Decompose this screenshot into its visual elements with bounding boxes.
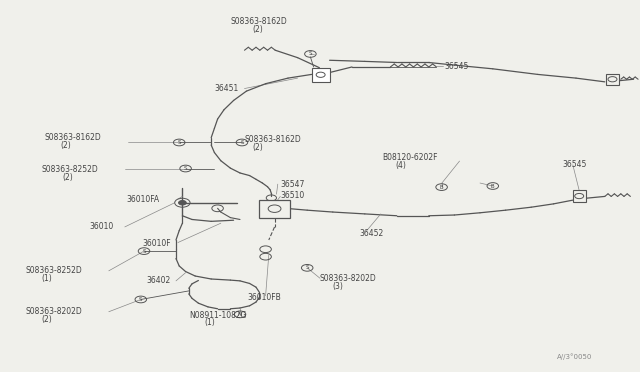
Text: S: S	[308, 51, 312, 57]
Text: (2): (2)	[253, 143, 264, 152]
Text: (2): (2)	[42, 315, 52, 324]
Text: 36451: 36451	[214, 84, 239, 93]
Bar	[259, 200, 290, 218]
Text: S08363-8202D: S08363-8202D	[26, 307, 83, 316]
Text: N08911-1082G: N08911-1082G	[189, 311, 246, 320]
Text: S08363-8162D: S08363-8162D	[45, 133, 102, 142]
Text: S08363-8202D: S08363-8202D	[320, 274, 377, 283]
Text: (3): (3)	[333, 282, 344, 291]
Text: B: B	[491, 183, 495, 189]
Text: S: S	[184, 166, 188, 171]
Text: 36545: 36545	[445, 62, 469, 71]
Text: (1): (1)	[205, 318, 216, 327]
Text: (2): (2)	[62, 173, 73, 182]
Bar	[606, 74, 619, 85]
Text: (4): (4)	[396, 161, 406, 170]
Text: S08363-8162D: S08363-8162D	[244, 135, 301, 144]
Text: S08363-8252D: S08363-8252D	[42, 165, 99, 174]
Text: S: S	[139, 297, 143, 302]
Text: (1): (1)	[42, 274, 52, 283]
Text: S: S	[305, 265, 309, 270]
Text: B08120-6202F: B08120-6202F	[383, 153, 438, 162]
Text: N: N	[238, 312, 242, 317]
Text: S: S	[240, 140, 244, 145]
Text: (2): (2)	[61, 141, 72, 150]
Circle shape	[179, 201, 186, 205]
Bar	[312, 68, 330, 82]
Text: 36010: 36010	[90, 222, 114, 231]
Text: 36010FA: 36010FA	[127, 195, 160, 204]
Text: S08363-8252D: S08363-8252D	[26, 266, 83, 275]
Text: S: S	[142, 248, 146, 254]
Bar	[573, 190, 586, 202]
Text: 36010FB: 36010FB	[248, 293, 282, 302]
Text: (2): (2)	[253, 25, 264, 33]
Text: 36402: 36402	[146, 276, 170, 285]
Text: B: B	[440, 185, 444, 190]
Text: 36545: 36545	[562, 160, 586, 169]
Text: 36010F: 36010F	[142, 239, 171, 248]
Text: 36510: 36510	[280, 191, 305, 200]
Text: A//3°0050: A//3°0050	[557, 354, 592, 360]
Text: S: S	[177, 140, 181, 145]
Text: 36547: 36547	[280, 180, 305, 189]
Text: 36452: 36452	[360, 229, 384, 238]
Text: S08363-8162D: S08363-8162D	[230, 17, 287, 26]
